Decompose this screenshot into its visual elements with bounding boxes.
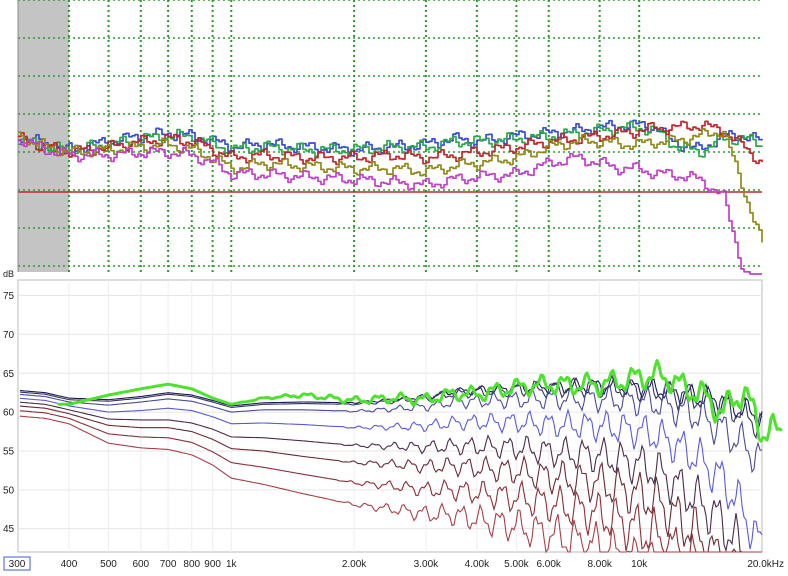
x-tick-label: 400 — [61, 559, 78, 570]
off-axis-curve-2 — [19, 384, 763, 474]
x-tick-label: 5.00k — [504, 559, 529, 570]
x-tick-label: 800 — [183, 559, 200, 570]
y-tick-label: 60 — [3, 408, 15, 419]
x-tick-label: 20.0kHz — [747, 559, 784, 570]
off-axis-curve-6 — [19, 410, 762, 553]
upper-series-4 — [18, 138, 762, 275]
x-tick-label: 500 — [100, 559, 117, 570]
x-tick-label: 900 — [204, 559, 221, 570]
x-tick-label: 600 — [132, 559, 149, 570]
y-tick-label: 75 — [3, 291, 15, 302]
lower-panel: 45 50 55 60 65 70 75 300 400 500 600 700 800 900 1k 2.0… — [3, 279, 784, 571]
x-tick-label: 4.00k — [465, 559, 490, 570]
x-tick-label: 2.00k — [342, 559, 367, 570]
x-tick-label: 700 — [160, 559, 177, 570]
y-tick-label: 55 — [3, 446, 15, 457]
y-axis-unit-label: dB — [3, 269, 14, 279]
off-axis-curve-4 — [19, 401, 762, 553]
x-tick-label: 1k — [226, 559, 238, 570]
x-tick-label: 3.00k — [414, 559, 439, 570]
off-axis-curve-7 — [19, 415, 762, 554]
upper-series-3 — [18, 128, 763, 243]
upper-series-2 — [18, 120, 763, 166]
y-tick-label: 45 — [3, 524, 15, 535]
off-axis-curve-1 — [19, 373, 763, 440]
x-tick-label: 10k — [631, 559, 648, 570]
y-tick-label: 65 — [3, 369, 15, 380]
y-tick-label: 70 — [3, 330, 15, 341]
upper-panel — [17, 0, 763, 275]
y-tick-label: 50 — [3, 485, 15, 496]
x-tick-label: 6.00k — [536, 559, 561, 570]
off-axis-curve-5 — [19, 405, 762, 553]
x-tick-label: 8.00k — [587, 559, 612, 570]
x-tick-label[interactable]: 300 — [9, 559, 26, 570]
listening-window-curve — [57, 359, 783, 443]
x-start-field-box[interactable] — [3, 556, 31, 571]
off-axis-curve-3 — [19, 397, 763, 550]
